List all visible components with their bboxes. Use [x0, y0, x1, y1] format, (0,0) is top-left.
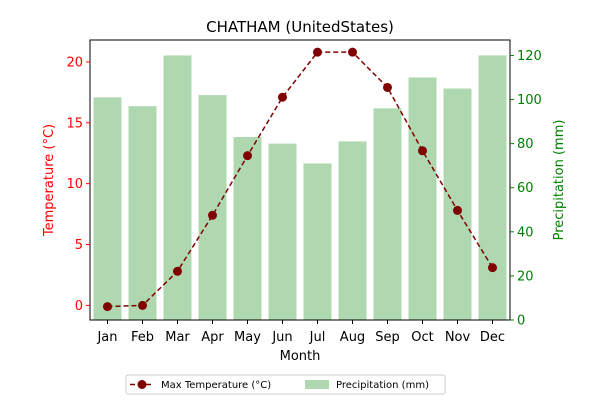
x-tick-label: Jun	[271, 330, 292, 345]
y-axis-right-label: Precipitation (mm)	[552, 120, 567, 241]
temperature-point	[313, 47, 322, 57]
precipitation-bar	[373, 108, 402, 320]
x-tick-label: Jan	[96, 330, 117, 345]
precipitation-bar	[198, 95, 227, 321]
precipitation-bar	[128, 106, 157, 321]
legend-label-precipitation: Precipitation (mm)	[336, 380, 429, 391]
temperature-point	[243, 151, 252, 161]
precipitation-bar	[443, 88, 472, 320]
y-left-tick-label: 10	[66, 177, 83, 192]
temperature-point	[173, 266, 182, 276]
temperature-point	[488, 263, 497, 273]
legend-bar-swatch	[305, 380, 329, 389]
temperature-point	[453, 205, 462, 215]
precipitation-bar	[303, 163, 332, 320]
legend-line-marker	[137, 380, 147, 389]
y-right-tick-label: 60	[517, 181, 534, 196]
y-right-tick-label: 0	[517, 314, 525, 329]
chart-title: CHATHAM (UnitedStates)	[206, 18, 394, 36]
y-left-tick-label: 5	[75, 238, 83, 253]
temperature-point	[348, 47, 357, 57]
legend: Max Temperature (°C) Precipitation (mm)	[125, 374, 446, 395]
temperature-line	[103, 47, 497, 312]
x-tick-label: Mar	[165, 330, 190, 345]
temperature-line-path	[107, 51, 494, 308]
y-left-tick-label: 20	[66, 55, 83, 70]
legend-frame	[125, 374, 446, 395]
precipitation-bar	[338, 141, 367, 320]
temperature-point	[138, 300, 147, 310]
y-axis-left: 0 5 10 15 20	[66, 55, 90, 314]
precipitation-bar	[408, 77, 437, 320]
x-tick-label: Nov	[445, 330, 471, 345]
temperature-point	[208, 210, 217, 220]
plot-frame	[89, 39, 511, 321]
x-tick-label: Jul	[309, 330, 326, 345]
y-right-tick-label: 120	[517, 49, 542, 64]
y-left-tick-label: 0	[75, 299, 83, 314]
x-axis: Jan Feb Mar Apr May Jun Jul Aug Sep Oct Nov Dec	[96, 320, 505, 345]
x-axis-label: Month	[280, 349, 321, 364]
precipitation-bar	[478, 55, 507, 320]
temperature-point	[383, 82, 392, 92]
x-tick-label: Sep	[375, 330, 400, 345]
x-tick-label: Oct	[411, 330, 433, 345]
y-right-tick-label: 100	[517, 93, 542, 108]
y-right-tick-label: 80	[517, 137, 534, 152]
x-tick-label: Dec	[480, 330, 505, 345]
y-axis-left-label: Temperature (°C)	[42, 124, 57, 237]
x-tick-label: Apr	[201, 330, 224, 345]
precipitation-bars	[93, 55, 507, 321]
y-right-tick-label: 20	[517, 269, 534, 284]
x-tick-label: Aug	[340, 330, 365, 345]
x-tick-label: Feb	[131, 330, 154, 345]
temperature-point	[103, 302, 112, 312]
y-axis-right: 0 20 40 60 80 100 120	[510, 49, 542, 329]
precipitation-bar	[93, 97, 122, 320]
x-tick-label: May	[234, 330, 261, 345]
precipitation-bar	[268, 143, 297, 320]
legend-label-temperature: Max Temperature (°C)	[161, 380, 271, 391]
y-left-tick-label: 15	[66, 116, 83, 131]
temperature-point	[278, 92, 287, 102]
precipitation-bar	[163, 55, 192, 320]
y-right-tick-label: 40	[517, 225, 534, 240]
precipitation-bar	[233, 137, 262, 320]
temperature-point	[418, 146, 427, 156]
